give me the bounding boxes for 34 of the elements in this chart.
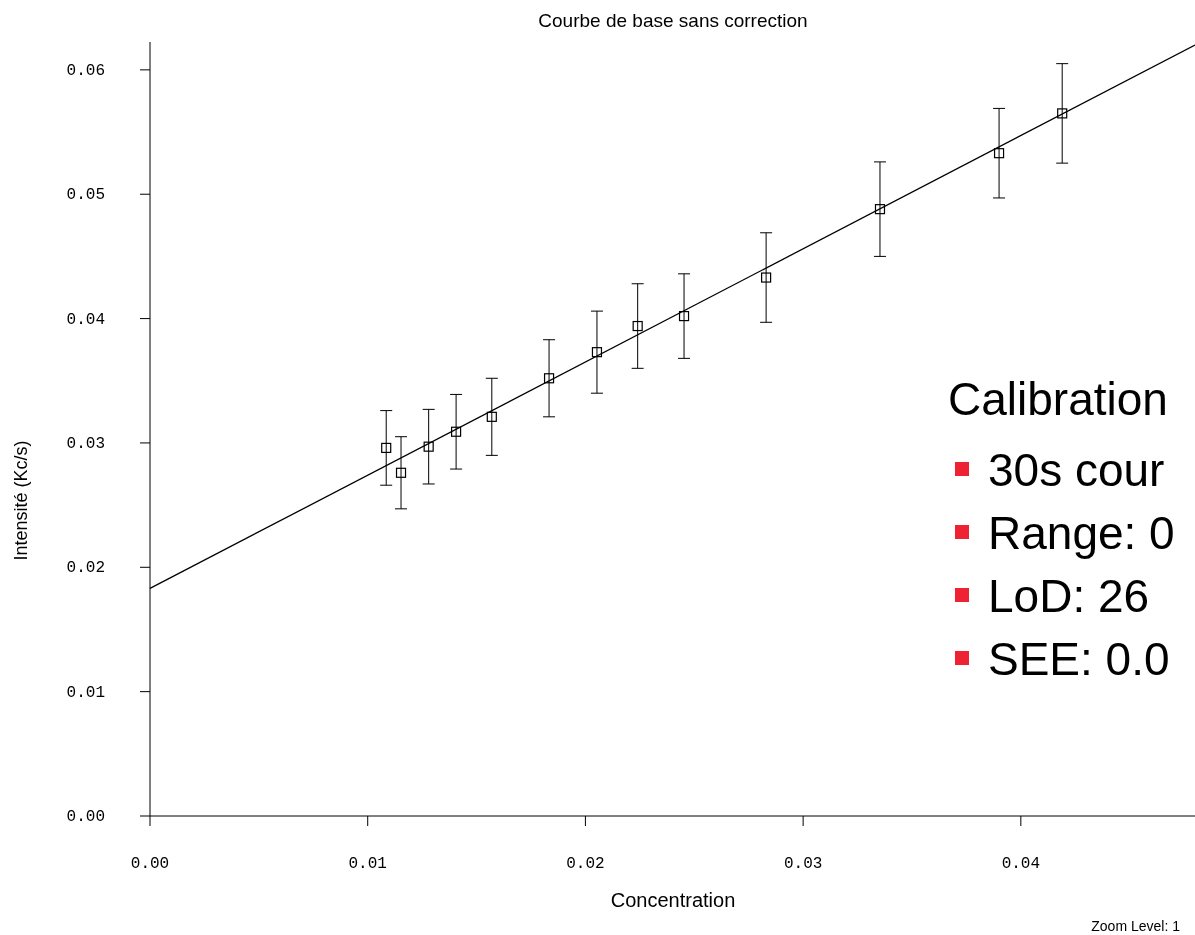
point	[993, 148, 1005, 159]
point	[451, 426, 462, 437]
annotation: SEE: 0.0	[988, 633, 1170, 685]
x-tick-label: 0.01	[348, 855, 387, 873]
point	[395, 467, 407, 478]
point	[761, 272, 772, 283]
y-tick-label: 0.02	[66, 559, 105, 578]
x-tick-label: 0.00	[130, 855, 170, 873]
annotation: Calibration	[948, 373, 1168, 425]
annotation: 30s cour	[988, 444, 1165, 496]
annotation: Range: 0	[988, 507, 1175, 559]
point	[486, 411, 497, 422]
x-axis-title: Concentration	[610, 889, 736, 911]
x-tick-label: 0.04	[1001, 855, 1041, 873]
x-tick-label: 0.02	[566, 855, 605, 873]
point	[678, 310, 690, 322]
y-tick-label: 0.06	[66, 61, 105, 80]
y-tick-label: 0.00	[66, 808, 105, 826]
y-axis-title: Intensité (Kc/s)	[11, 440, 31, 561]
point	[1057, 108, 1068, 119]
point	[423, 441, 434, 452]
text: Zoom Level: 1	[1091, 918, 1181, 934]
x-tick-label: 0.03	[783, 855, 823, 873]
y-tick-label: 0.05	[66, 186, 105, 205]
y-tick-label: 0.03	[66, 434, 105, 453]
y-tick-label: 0.04	[66, 310, 105, 329]
annotation: LoD: 26	[988, 570, 1150, 622]
point	[591, 347, 603, 358]
chart-title: Courbe de base sans correction	[538, 10, 808, 31]
y-tick-label: 0.01	[66, 683, 105, 702]
point	[381, 442, 392, 454]
point	[874, 204, 886, 215]
point	[632, 320, 643, 332]
point	[543, 373, 555, 384]
